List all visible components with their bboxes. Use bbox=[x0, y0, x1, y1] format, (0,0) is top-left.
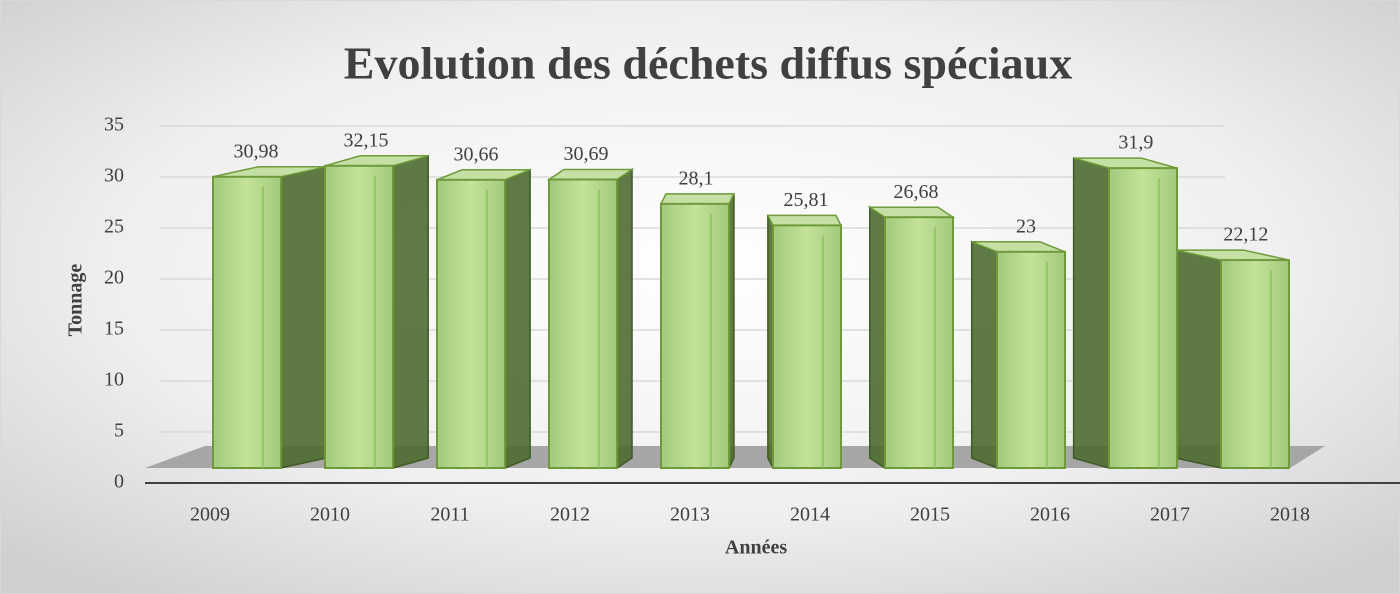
bar bbox=[884, 216, 954, 469]
x-tick-label: 2015 bbox=[910, 504, 950, 526]
data-label: 30,66 bbox=[454, 143, 499, 165]
bar bbox=[212, 175, 282, 469]
data-label: 23 bbox=[1016, 215, 1036, 237]
bar bbox=[548, 178, 618, 469]
y-axis-title: Tonnage bbox=[65, 264, 87, 337]
chart-title: Evolution des déchets diffus spéciaux bbox=[344, 38, 1072, 89]
y-tick-label: 5 bbox=[114, 420, 124, 442]
bar-side bbox=[970, 240, 998, 470]
x-tick-label: 2010 bbox=[310, 504, 350, 526]
y-tick-label: 10 bbox=[104, 369, 124, 391]
bar bbox=[1108, 167, 1178, 469]
bar bbox=[996, 250, 1066, 469]
bar-side bbox=[869, 205, 886, 470]
y-tick-label: 25 bbox=[104, 216, 124, 238]
bar-side bbox=[1072, 157, 1110, 469]
x-tick-label: 2018 bbox=[1270, 504, 1310, 526]
x-tick-label: 2011 bbox=[430, 504, 469, 526]
x-tick-label: 2009 bbox=[190, 504, 230, 526]
bar bbox=[772, 224, 842, 469]
bar-side bbox=[1174, 249, 1222, 469]
y-tick-label: 30 bbox=[104, 165, 124, 187]
bar-side bbox=[616, 168, 633, 470]
bar bbox=[1220, 259, 1290, 469]
bar-side bbox=[504, 168, 531, 470]
data-label: 30,69 bbox=[564, 143, 609, 165]
data-label: 30,98 bbox=[234, 140, 279, 162]
data-label: 22,12 bbox=[1223, 224, 1268, 246]
x-tick-label: 2017 bbox=[1150, 504, 1190, 526]
bar-top bbox=[867, 206, 956, 218]
x-tick-label: 2012 bbox=[550, 504, 590, 526]
y-tick-label: 20 bbox=[104, 267, 124, 289]
bar-side bbox=[392, 154, 429, 469]
bar-side bbox=[280, 165, 328, 469]
data-label: 26,68 bbox=[893, 181, 938, 203]
data-label: 28,1 bbox=[678, 167, 713, 189]
x-tick-label: 2013 bbox=[670, 504, 710, 526]
data-label: 32,15 bbox=[344, 129, 389, 151]
y-tick-label: 0 bbox=[114, 471, 124, 493]
bar-top bbox=[766, 214, 843, 227]
data-label: 31,9 bbox=[1118, 132, 1153, 154]
x-tick-label: 2016 bbox=[1030, 504, 1070, 526]
bar bbox=[436, 178, 506, 470]
bar bbox=[660, 202, 730, 470]
y-tick-label: 15 bbox=[104, 318, 124, 340]
bar-top bbox=[546, 168, 635, 181]
data-label: 25,81 bbox=[783, 189, 828, 211]
y-tick-label: 35 bbox=[104, 114, 124, 136]
x-tick-label: 2014 bbox=[790, 504, 830, 526]
bar-top bbox=[659, 193, 736, 205]
bar bbox=[324, 164, 394, 469]
x-axis-title: Années bbox=[725, 537, 787, 559]
